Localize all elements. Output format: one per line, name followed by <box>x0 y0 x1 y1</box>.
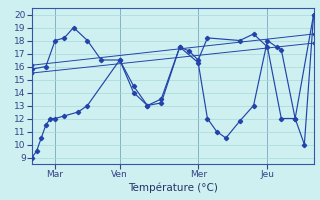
X-axis label: Température (°C): Température (°C) <box>128 182 218 193</box>
